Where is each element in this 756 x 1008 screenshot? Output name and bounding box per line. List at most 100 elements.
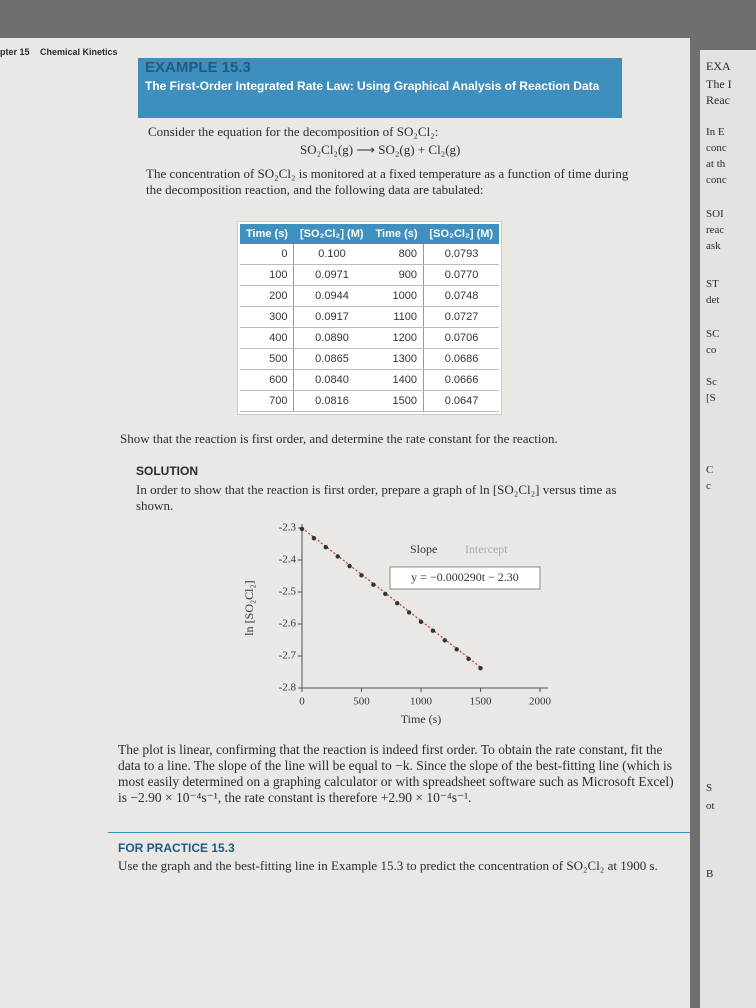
- data-point: [359, 573, 364, 578]
- data-point: [311, 536, 317, 541]
- legend-intercept: Intercept: [465, 542, 508, 556]
- example-label: EXAMPLE 15.3: [145, 59, 251, 76]
- y-tick-label: -2.6: [279, 618, 297, 630]
- table-row: 500 0.0865 1300 0.0686: [240, 348, 500, 370]
- example-band: [138, 58, 622, 118]
- data-point: [383, 591, 388, 597]
- column-header: [SO₂Cl₂] (M): [423, 224, 500, 244]
- next-page-fragment: det: [706, 294, 720, 306]
- legend-box: [389, 566, 541, 590]
- y-tick-label: -2.8: [279, 682, 297, 694]
- solution-text: In order to show that the reaction is fi…: [136, 482, 617, 513]
- data-point: [478, 665, 483, 671]
- next-page: EXA The I Reac In E conc at th conc SOI reac ask S…: [700, 50, 756, 1008]
- table-row: 700 0.0816 1500 0.0647: [240, 390, 500, 412]
- next-page-fragment: Reac: [706, 93, 730, 107]
- x-tick-label: 1500: [470, 696, 493, 708]
- table-cell: 0.0686: [423, 348, 500, 370]
- next-page-fragment: reac: [706, 224, 725, 236]
- next-page-fragment: SOI: [706, 208, 724, 220]
- table-row: 100 0.0971 900 0.0770: [240, 264, 500, 286]
- table-cell: 0.0727: [423, 306, 500, 328]
- table-cell: 1200: [369, 327, 425, 349]
- x-tick-label: 500: [353, 696, 370, 708]
- table-cell: 200: [240, 285, 295, 307]
- table-cell: 1500: [369, 390, 425, 412]
- y-tick-label: -2.5: [279, 586, 297, 598]
- data-point: [418, 619, 424, 624]
- table-cell: 0.0917: [293, 306, 370, 328]
- table-cell: 1400: [369, 369, 425, 391]
- next-page-fragment: C: [706, 464, 714, 476]
- next-page-fragment: S: [706, 782, 713, 794]
- table-cell: 800: [369, 244, 425, 265]
- fit-line: [301, 527, 481, 668]
- table-cell: 0.0706: [423, 327, 500, 349]
- x-tick-label: 1000: [410, 696, 433, 708]
- table-row: 0 0.100 800 0.0793: [240, 244, 500, 265]
- table-cell: 900: [369, 264, 425, 286]
- table-row: 200 0.0944 1000 0.0748: [240, 285, 500, 307]
- next-page-fragment: conc: [706, 174, 727, 186]
- next-page-fragment: SC: [706, 328, 720, 340]
- data-point: [430, 628, 436, 633]
- table-cell: 0.0748: [423, 285, 500, 307]
- table-cell: 400: [240, 327, 295, 349]
- practice-text: Use the graph and the best-fitting line …: [118, 858, 658, 873]
- table-cell: 0.0666: [423, 369, 500, 391]
- x-tick-label: 2000: [529, 696, 552, 708]
- table-cell: 0.0971: [293, 264, 370, 286]
- data-point: [454, 647, 459, 652]
- x-tick-label: 0: [299, 696, 305, 708]
- section: Chemical Kinetics: [40, 47, 118, 57]
- column-header: [SO₂Cl₂] (M): [293, 224, 370, 244]
- data-point: [442, 638, 447, 643]
- table-cell: 0.0890: [293, 327, 370, 349]
- y-tick-label: -2.7: [279, 650, 297, 662]
- intro: Consider the equation for the decomposit…: [148, 124, 439, 139]
- data-point: [323, 545, 328, 550]
- header-row: Time (s) [SO₂Cl₂] (M) Time (s) [SO₂Cl₂] (M): [240, 224, 500, 244]
- table-cell: 0.0793: [423, 244, 500, 265]
- table-row: 300 0.0917 1100 0.0727: [240, 306, 500, 328]
- table-cell: 700: [240, 390, 295, 412]
- table-cell: 100: [240, 264, 295, 286]
- equation: SO₂Cl₂(g) ⟶ SO₂(g) + Cl₂(g): [300, 142, 461, 157]
- legend-slope: Slope: [410, 542, 437, 556]
- data-table: Time (s) [SO₂Cl₂] (M) Time (s) [SO₂Cl₂] (M)…: [240, 224, 500, 412]
- practice-heading: FOR PRACTICE 15.3: [118, 841, 235, 855]
- data-point: [299, 526, 305, 532]
- chart: -2.3 -2.4 -2.5 -2.6 -2.7 -2.80 500 1000 1500 2000…: [242, 522, 552, 726]
- table-cell: 300: [240, 306, 295, 328]
- next-page-fragment: at th: [706, 158, 726, 170]
- data-point: [406, 610, 412, 615]
- question: Show that the reaction is first order, a…: [120, 431, 558, 446]
- data-point: [395, 601, 400, 606]
- next-page-fragment: c: [706, 480, 711, 492]
- example-title: The First-Order Integrated Rate Law: Usi…: [145, 79, 600, 93]
- legend-equation: y = −0.000290t − 2.30: [411, 570, 519, 584]
- table-cell: 0.0840: [293, 369, 370, 391]
- next-page-fragment: conc: [706, 142, 727, 154]
- table-cell: 0.0816: [293, 390, 370, 412]
- next-page-fragment: [S: [706, 392, 716, 404]
- page-sheet: [0, 38, 690, 1008]
- table-cell: 0.100: [293, 244, 370, 265]
- data-point: [335, 554, 340, 559]
- table-cell: 0: [240, 244, 295, 265]
- table-row: 600 0.0840 1400 0.0666: [240, 369, 500, 391]
- next-page-fragment: Sc: [706, 376, 717, 388]
- next-page-fragment: ot: [706, 800, 715, 812]
- paragraph: The concentration of SO₂Cl₂ is monitored…: [146, 166, 629, 197]
- next-page-fragment: B: [706, 868, 714, 880]
- solution-heading: SOLUTION: [136, 464, 198, 478]
- x-axis-label: Time (s): [401, 712, 442, 726]
- next-page-fragment: In E: [706, 126, 725, 138]
- y-tick-label: -2.3: [279, 522, 297, 534]
- column-header: Time (s): [240, 224, 294, 244]
- next-page-fragment: ask: [706, 240, 721, 252]
- data-point: [371, 582, 376, 587]
- table-cell: 1000: [369, 285, 425, 307]
- data-point: [347, 563, 352, 569]
